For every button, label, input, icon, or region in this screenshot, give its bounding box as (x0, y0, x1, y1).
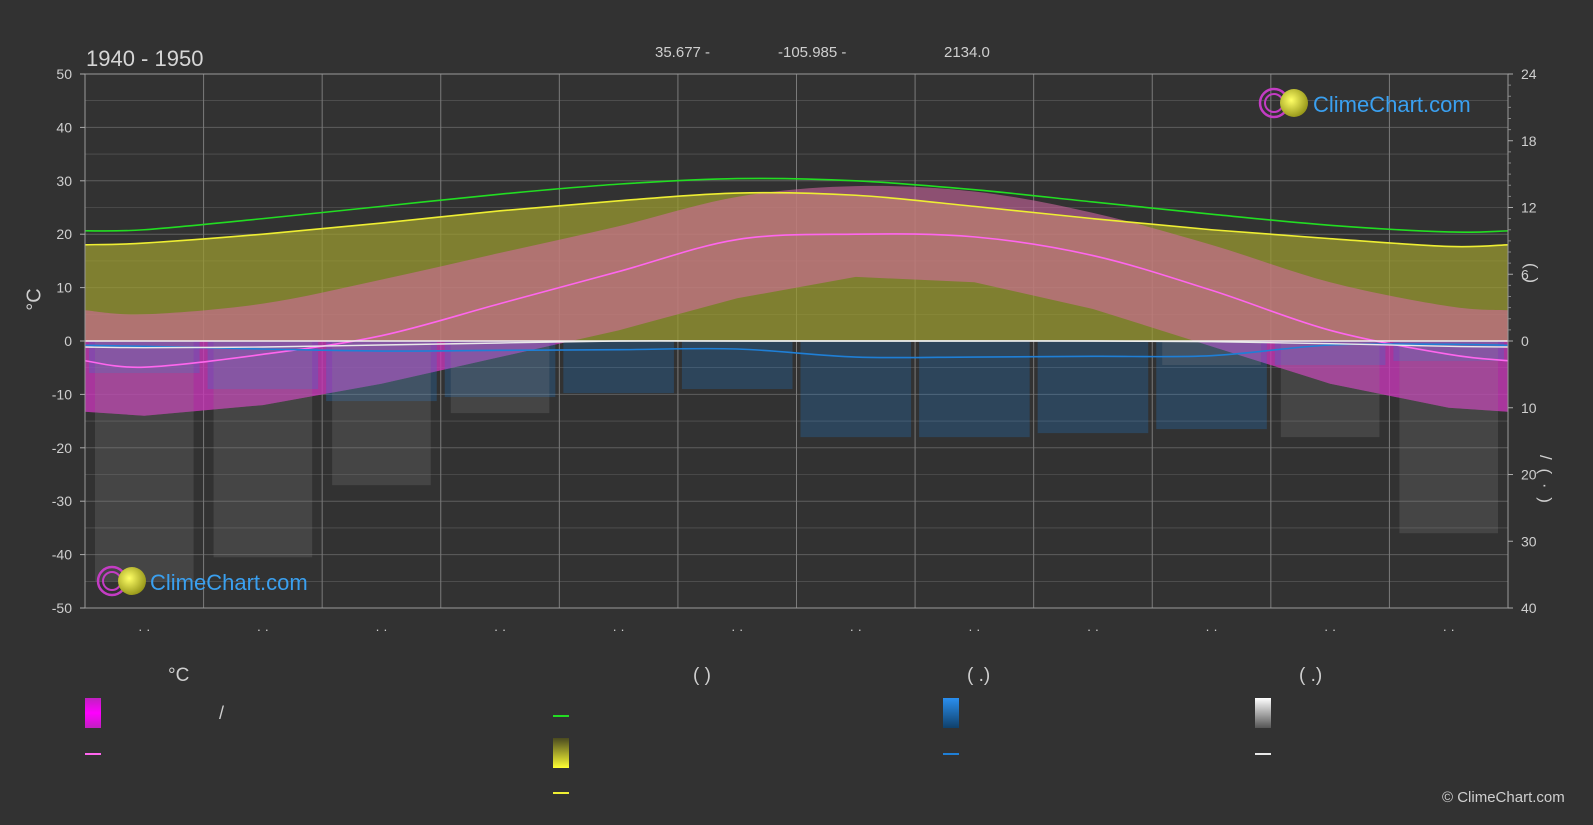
y-axis-left-title: °C (23, 288, 46, 311)
y-left-tick-label: 0 (64, 333, 72, 349)
latitude-label: 35.677 - (655, 44, 711, 61)
snow-bar (213, 341, 313, 558)
y-left-tick-label: -50 (52, 600, 72, 616)
x-tick-label: · · (1324, 622, 1336, 637)
rain-bar (1037, 341, 1149, 434)
x-axis-labels: · · · · · · · · · · · · · · · · · · · · · · · · (138, 622, 1455, 637)
frost-area (85, 341, 1508, 416)
legend-frost-label: / (219, 703, 225, 723)
y-left-tick-label: -10 (52, 386, 72, 402)
daylight-line (84, 177, 1509, 234)
snow-bar (1399, 341, 1498, 534)
elevation-label: 2134.0 (944, 44, 990, 61)
y-left-tick-label: 50 (56, 66, 72, 82)
x-tick-label: · · (1205, 622, 1217, 637)
legend-sunshine-swatch (553, 738, 569, 768)
y-right-top-tick-label: 24 (1521, 66, 1537, 82)
x-tick-label: · · (1443, 622, 1455, 637)
legend-sun-title: ( ) (693, 665, 711, 686)
legend-snow-title: ( .) (1299, 665, 1323, 686)
legend-rain-title: ( .) (967, 665, 991, 686)
x-tick-label: · · (138, 622, 150, 637)
y-left-tick-label: -30 (52, 493, 72, 509)
rain-line (84, 343, 1509, 359)
brand-name-bottom: ClimeChart.com (150, 570, 308, 595)
chart-areas (85, 185, 1508, 582)
sunshine-line (84, 191, 1509, 248)
chart-axes: 50 40 30 20 10 0 -10 -20 -30 -40 -50 24 18 12 6 0 10 20 30… (52, 66, 1537, 616)
legend-rain-line (943, 753, 959, 755)
y-left-tick-label: 30 (56, 173, 72, 189)
legend-daylight-line (553, 715, 569, 717)
legend-frost-swatch (85, 698, 101, 728)
period-title: 1940 - 1950 (86, 46, 204, 71)
brand-logo-bottom[interactable]: ClimeChart.com (96, 565, 308, 597)
x-tick-label: · · (375, 622, 387, 637)
temperature-mean-line (84, 233, 1509, 369)
snow-bar (1280, 341, 1380, 438)
y-left-tick-label: -20 (52, 440, 72, 456)
y-right-bottom-tick-label: 10 (1521, 400, 1537, 416)
x-tick-label: · · (612, 622, 624, 637)
legend-temp-title: °C (168, 665, 190, 686)
x-tick-label: · · (850, 622, 862, 637)
x-tick-label: · · (731, 622, 743, 637)
logo-globe-icon (118, 567, 146, 595)
brand-name-top: ClimeChart.com (1313, 92, 1471, 117)
y-left-tick-label: 10 (56, 280, 72, 296)
x-tick-label: · · (494, 622, 506, 637)
x-tick-label: · · (968, 622, 980, 637)
longitude-label: -105.985 - (778, 44, 847, 61)
y-axis-right-bottom-title: / ( · ) (1535, 455, 1555, 505)
x-tick-label: · · (1087, 622, 1099, 637)
rain-bar (919, 341, 1030, 438)
legend-temp-mean-line (85, 753, 101, 755)
y-left-tick-label: -40 (52, 547, 72, 563)
logo-globe-icon (1280, 89, 1308, 117)
y-axis-right-top-title: ( ) (1522, 262, 1542, 286)
x-tick-label: · · (257, 622, 269, 637)
copyright[interactable]: © ClimeChart.com (1442, 789, 1565, 806)
snow-bar (95, 341, 194, 582)
y-right-bottom-tick-label: 30 (1521, 533, 1537, 549)
y-right-top-tick-label: 12 (1521, 200, 1537, 216)
y-right-top-tick-label: 0 (1521, 333, 1529, 349)
y-right-top-tick-label: 18 (1521, 133, 1537, 149)
legend-sunshine-line (553, 792, 569, 794)
brand-logo-top[interactable]: ClimeChart.com (1258, 87, 1471, 119)
legend-rain-swatch (943, 698, 959, 728)
y-right-bottom-tick-label: 20 (1521, 467, 1537, 483)
snow-bar (450, 341, 550, 414)
snow-bar (332, 341, 431, 486)
y-left-tick-label: 20 (56, 226, 72, 242)
y-left-tick-label: 40 (56, 119, 72, 135)
chart-lines (84, 177, 1509, 369)
legend-snow-line (1255, 753, 1271, 755)
y-right-bottom-tick-label: 40 (1521, 600, 1537, 616)
y-right-top-tick-label: 6 (1521, 266, 1529, 282)
legend-snow-swatch (1255, 698, 1271, 728)
